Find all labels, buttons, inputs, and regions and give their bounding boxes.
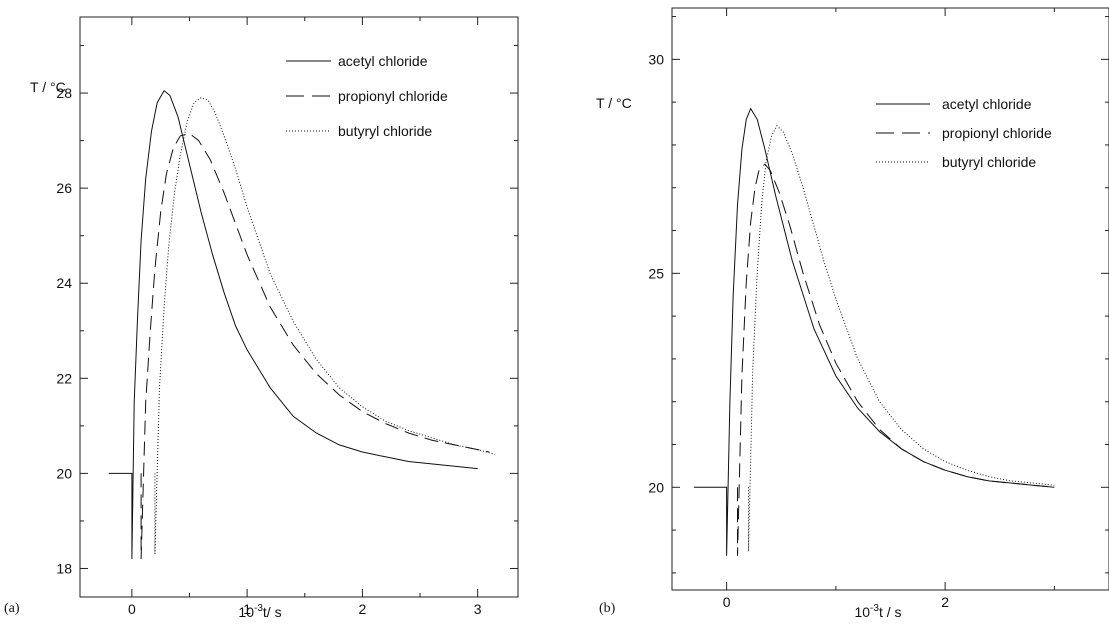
x-axis-title-unit: t/ s xyxy=(263,604,282,620)
legend-label: butyryl chloride xyxy=(338,123,432,139)
y-axis-title: T / °C xyxy=(30,79,66,95)
legend: acetyl chloride propionyl chloride butyryl… xyxy=(876,96,1052,170)
series-group xyxy=(108,89,496,560)
x-tick-label: 0 xyxy=(128,601,136,617)
panel-label: (b) xyxy=(599,601,616,616)
y-tick-label: 25 xyxy=(648,265,664,281)
x-tick-label: 1 xyxy=(243,601,251,617)
plot-frame xyxy=(671,7,1109,591)
y-axis-title: T / °C xyxy=(596,95,632,111)
tick-group: 0 1 2 3 18 20 22 24 26 28 xyxy=(56,17,518,617)
y-tick-label: 20 xyxy=(56,465,72,481)
plot-frame xyxy=(79,16,519,598)
x-axis-title-exponent: -3 xyxy=(870,603,879,614)
x-tick-label: 2 xyxy=(941,594,949,610)
x-axis-title-unit: t / s xyxy=(879,604,902,620)
y-tick-label: 18 xyxy=(56,560,72,576)
series-line-acetyl-chloride xyxy=(693,107,1055,556)
y-tick-label: 28 xyxy=(56,85,72,101)
x-tick-label: 2 xyxy=(358,601,366,617)
x-tick-label: 0 xyxy=(723,594,731,610)
y-tick-label: 30 xyxy=(648,51,664,67)
tick-group: 0 2 20 25 30 xyxy=(648,8,1109,610)
series-line-acetyl-chloride xyxy=(108,89,478,560)
y-tick-label: 22 xyxy=(56,370,72,386)
y-tick-label: 26 xyxy=(56,180,72,196)
x-axis-title-base: 10 xyxy=(854,604,870,620)
x-tick-label: 3 xyxy=(474,601,482,617)
x-axis-title-base: 10 xyxy=(238,604,254,620)
legend-label: acetyl chloride xyxy=(338,53,428,69)
series-line-propionyl-chloride xyxy=(140,132,490,560)
panel-label: (a) xyxy=(4,601,20,616)
chart-panel-b: 0 2 20 25 30 acetyl chloride propionyl chlori… xyxy=(596,7,1109,620)
series-group xyxy=(693,107,1055,556)
x-axis-title-exponent: -3 xyxy=(254,603,263,614)
legend-label: acetyl chloride xyxy=(942,96,1032,112)
x-axis-title: 10-3t/ s xyxy=(238,603,281,620)
legend-label: butyryl chloride xyxy=(942,154,1036,170)
x-axis-title: 10-3t / s xyxy=(854,603,901,620)
series-line-butyryl-chloride xyxy=(154,97,496,555)
legend-label: propionyl chloride xyxy=(338,88,448,104)
chart-panel-a: 0 1 2 3 18 20 22 24 26 28 acetyl chloride propiony… xyxy=(4,16,519,620)
y-tick-label: 20 xyxy=(648,479,664,495)
series-line-propionyl-chloride xyxy=(737,163,1055,556)
legend-label: propionyl chloride xyxy=(942,125,1052,141)
legend: acetyl chloride propionyl chloride butyryl… xyxy=(286,53,448,139)
series-line-butyryl-chloride xyxy=(748,124,1055,552)
y-tick-label: 24 xyxy=(56,275,72,291)
